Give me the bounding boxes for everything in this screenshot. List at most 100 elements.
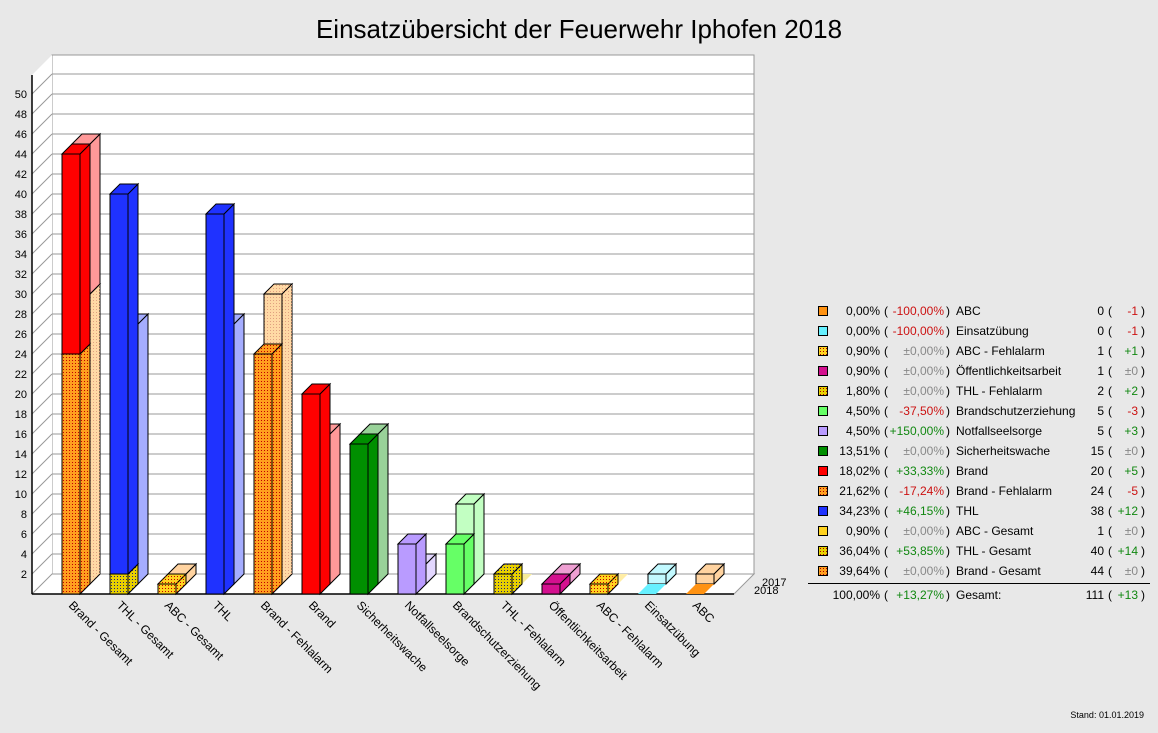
legend-paren: ( xyxy=(1108,464,1112,478)
legend-swatch xyxy=(818,346,828,356)
legend-paren: ) xyxy=(946,464,950,478)
y-tick-label: 28 xyxy=(15,309,27,321)
legend-name: Öffentlichkeitsarbeit xyxy=(956,364,1062,378)
legend-change: +150,00% xyxy=(889,424,944,438)
legend-diff: ±0 xyxy=(1124,364,1138,378)
gridline-side xyxy=(31,273,53,295)
legend-value: 40 xyxy=(1090,544,1104,558)
gridline-side xyxy=(31,393,53,415)
legend-diff: -1 xyxy=(1127,304,1138,318)
legend-swatch xyxy=(818,386,828,396)
legend-swatch xyxy=(818,526,828,536)
legend-value: 24 xyxy=(1090,484,1104,498)
x-tick-label: Brand xyxy=(306,598,339,631)
legend-paren: ) xyxy=(946,424,950,438)
gridline-side xyxy=(31,413,53,435)
legend-total-row: 100,00% (+13,27%) Gesamt: 111 (+13) xyxy=(808,586,1150,606)
legend-row: 4,50% (-37,50%) Brandschutzerziehung 5 (-3) xyxy=(808,402,1150,422)
legend-percent: 0,90% xyxy=(845,364,880,378)
bar-2018-9 xyxy=(492,562,524,596)
legend-paren: ) xyxy=(946,504,950,518)
legend-paren: ) xyxy=(1141,544,1145,558)
legend-value: 5 xyxy=(1097,404,1104,418)
legend-paren: ) xyxy=(946,524,950,538)
y-tick-label: 50 xyxy=(15,89,27,101)
x-tick-label: Brandschutzerziehung xyxy=(450,598,544,692)
y-tick-label: 30 xyxy=(15,289,27,301)
gridline-side xyxy=(31,453,53,475)
legend-percent: 0,90% xyxy=(845,344,880,358)
legend-percent: 0,00% xyxy=(845,304,880,318)
legend-value: 1 xyxy=(1097,344,1104,358)
legend-percent: 34,23% xyxy=(839,504,880,518)
bar-2018-1-b xyxy=(108,182,140,576)
legend-paren: ) xyxy=(1141,384,1145,398)
legend-name: THL xyxy=(956,504,979,518)
legend-paren: ( xyxy=(884,484,888,498)
x-tick-label: Öffentlichkeitsarbeit xyxy=(546,598,631,683)
legend-diff: -1 xyxy=(1127,324,1138,338)
legend-swatch xyxy=(818,466,828,476)
legend-name: ABC - Gesamt xyxy=(956,524,1034,538)
y-tick-label: 10 xyxy=(15,489,27,501)
legend-name: THL - Fehlalarm xyxy=(956,384,1043,398)
legend-value: 2 xyxy=(1097,384,1104,398)
legend-paren: ) xyxy=(1141,344,1145,358)
legend-change: ±0,00% xyxy=(903,384,944,398)
legend-paren: ( xyxy=(1108,364,1112,378)
legend-paren: ( xyxy=(884,544,888,558)
legend-paren: ( xyxy=(884,404,888,418)
legend-paren: ( xyxy=(884,564,888,578)
legend-percent: 21,62% xyxy=(839,484,880,498)
legend-paren: ( xyxy=(1108,344,1112,358)
chart-title: Einsatzübersicht der Feuerwehr Iphofen 2… xyxy=(315,14,843,44)
legend-change: ±0,00% xyxy=(903,444,944,458)
legend-change: ±0,00% xyxy=(903,344,944,358)
y-tick-label: 32 xyxy=(15,269,27,281)
gridline-side xyxy=(31,133,53,155)
bar-2018-13 xyxy=(686,584,714,594)
legend-value: 20 xyxy=(1090,464,1104,478)
y-tick-label: 4 xyxy=(21,549,27,561)
gridline-side xyxy=(31,213,53,235)
gridline-side xyxy=(31,313,53,335)
legend-swatch xyxy=(818,566,828,576)
y-tick-label: 12 xyxy=(15,469,27,481)
legend-name: Gesamt: xyxy=(956,588,1002,602)
legend-paren: ) xyxy=(946,564,950,578)
bar-2018-6 xyxy=(348,432,380,596)
legend-paren: ) xyxy=(946,364,950,378)
y-tick-label: 44 xyxy=(15,149,27,161)
legend-value: 44 xyxy=(1090,564,1104,578)
legend-diff: ±0 xyxy=(1124,564,1138,578)
legend-name: Notfallseelsorge xyxy=(956,424,1043,438)
gridline-side xyxy=(31,293,53,315)
legend-paren: ) xyxy=(1141,444,1145,458)
legend-row: 0,00% (-100,00%) ABC 0 (-1) xyxy=(808,302,1150,322)
legend-diff: +14 xyxy=(1117,544,1138,558)
legend-swatch xyxy=(818,546,828,556)
y-tick-label: 48 xyxy=(15,109,27,121)
legend-paren: ( xyxy=(884,424,888,438)
gridline-side xyxy=(31,193,53,215)
bar-2017-13 xyxy=(694,562,726,586)
gridline-side xyxy=(31,173,53,195)
gridline-side xyxy=(31,373,53,395)
legend-row: 1,80% (±0,00%) THL - Fehlalarm 2 (+2) xyxy=(808,382,1150,402)
bar-2018-3 xyxy=(204,202,236,596)
legend-change: ±0,00% xyxy=(903,364,944,378)
legend-change: -100,00% xyxy=(892,304,944,318)
legend-value: 0 xyxy=(1097,304,1104,318)
legend-diff: +1 xyxy=(1124,344,1138,358)
legend-paren: ) xyxy=(1141,588,1145,602)
gridline-side xyxy=(31,433,53,455)
legend-paren: ( xyxy=(884,384,888,398)
legend-paren: ( xyxy=(884,464,888,478)
legend-change: +13,27% xyxy=(896,588,944,602)
legend-paren: ) xyxy=(946,544,950,558)
legend-paren: ( xyxy=(1108,564,1112,578)
legend-paren: ( xyxy=(884,588,888,602)
legend-paren: ) xyxy=(946,588,950,602)
legend-row: 34,23% (+46,15%) THL 38 (+12) xyxy=(808,502,1150,522)
